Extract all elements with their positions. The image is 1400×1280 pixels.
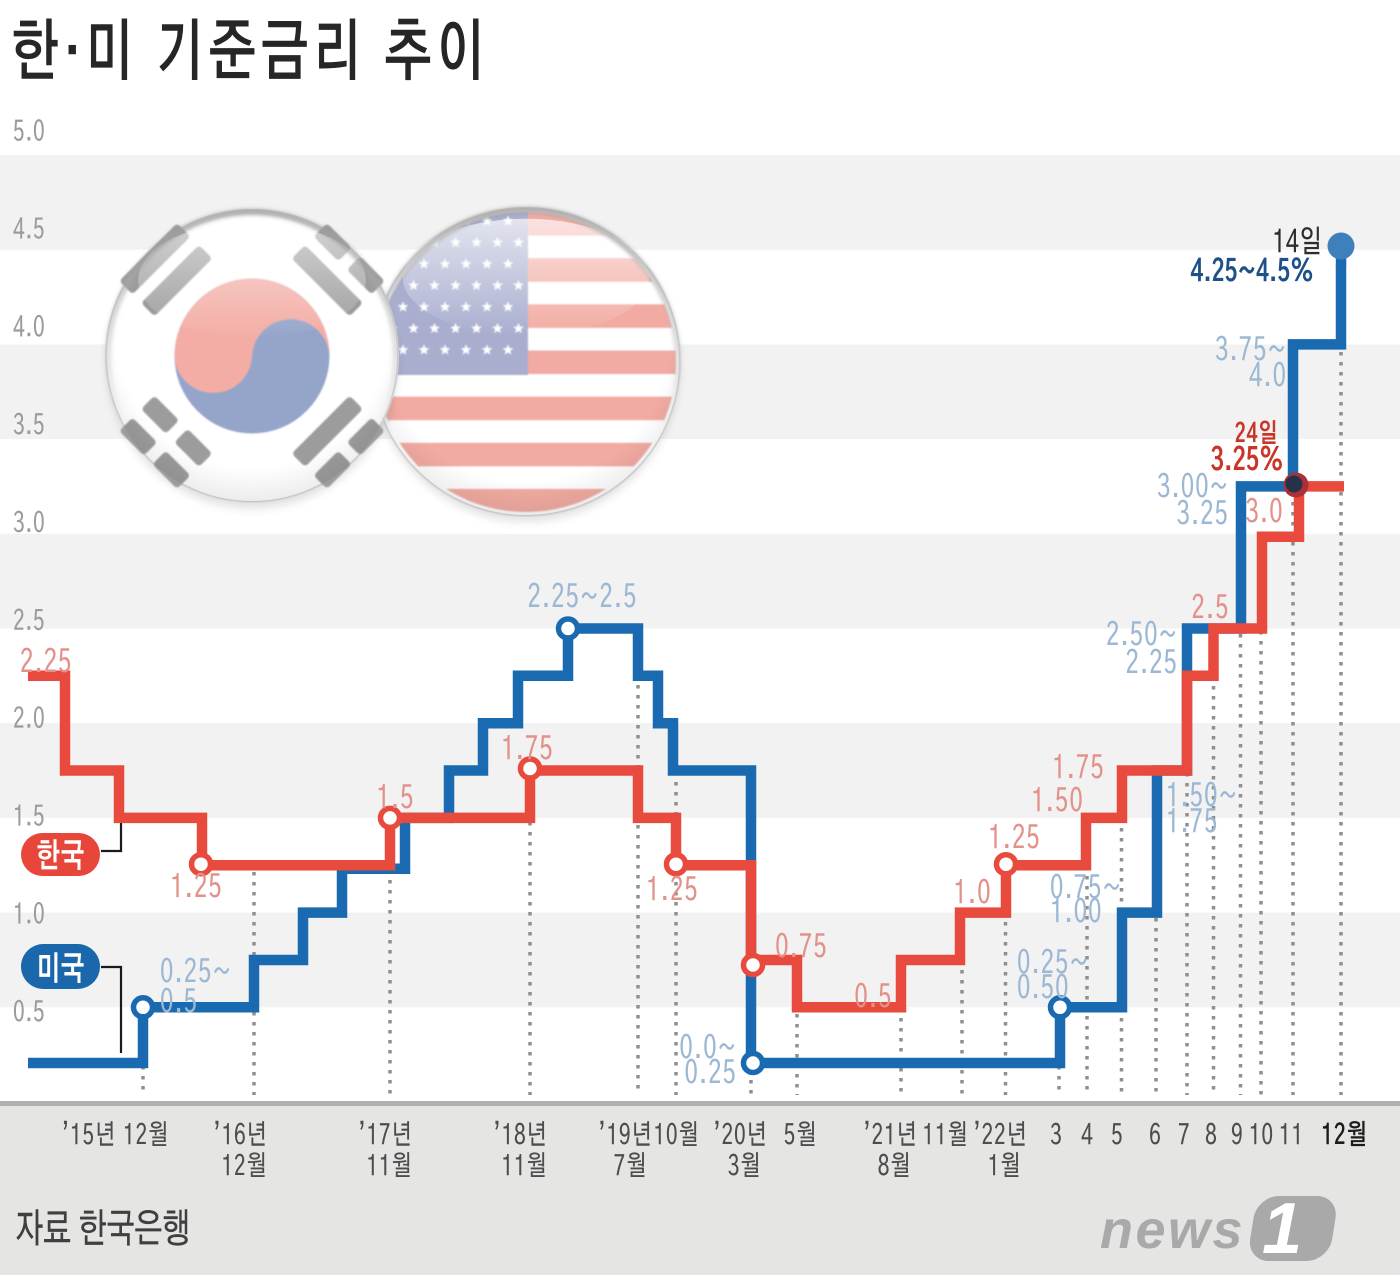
svg-text:1: 1 xyxy=(1262,1189,1302,1269)
svg-text:news: news xyxy=(1100,1200,1245,1260)
